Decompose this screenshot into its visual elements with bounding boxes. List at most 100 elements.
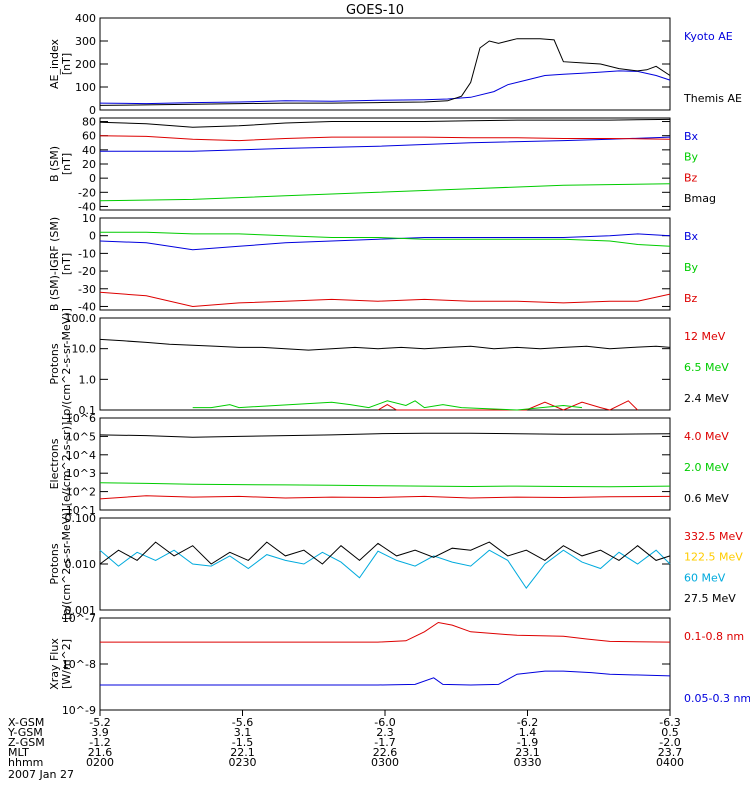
y-tick-label: 0.010: [65, 558, 97, 571]
y-axis-label-line: [e/(cm^2-s-sr)]: [60, 422, 73, 507]
ephemeris-value: 3.1: [234, 726, 252, 739]
y-axis-label: Xray Flux[W/m^2]: [48, 638, 73, 690]
ephemeris-value: -1.2: [89, 736, 110, 749]
y-tick-label: 200: [75, 58, 96, 71]
y-axis-label-line: Xray Flux: [48, 638, 61, 690]
panel-frame: [99, 617, 671, 711]
series-line-7-2: [100, 670, 671, 686]
legend-label: 0.05-0.3 nm: [684, 692, 750, 705]
y-tick-label: -30: [78, 283, 96, 296]
legend-label: 4.0 MeV: [684, 430, 729, 443]
ephemeris-footer: 2007 Jan 27 X-GSMY-GSMZ-GSMMLThhmm-5.23.…: [7, 710, 684, 781]
legend-label: 12 MeV: [684, 330, 726, 343]
y-tick-label: 0: [89, 172, 96, 185]
panel-6: 0.0010.0100.100Protons[p/(cm^2-s-sr-MeV)…: [48, 508, 743, 620]
ephemeris-row-label: X-GSM: [8, 716, 44, 729]
legend-label: By: [684, 261, 699, 274]
y-tick-label: 300: [75, 35, 96, 48]
series-line-1-1: [99, 70, 671, 105]
panel-frame: [99, 217, 671, 311]
y-axis-label-line: [p/(cm^2-s-sr-MeV)]: [60, 308, 73, 420]
y-tick-label: -40: [78, 200, 96, 213]
y-tick-label: -20: [78, 186, 96, 199]
legend-label: Bz: [684, 292, 698, 305]
y-tick-label: 10^6: [66, 412, 96, 425]
ephemeris-value: 23.7: [658, 746, 683, 759]
series-line-6-3: [99, 549, 671, 589]
ephemeris-value: 23.1: [515, 746, 540, 759]
legend-label: Bx: [684, 130, 699, 143]
series-line-4-2: [192, 400, 583, 411]
ephemeris-value: -6.0: [374, 716, 395, 729]
series-line-4-3: [99, 338, 671, 351]
y-tick-label: 60: [82, 130, 96, 143]
series-line-7-1: [100, 621, 671, 643]
y-axis-label-line: Protons: [48, 543, 61, 584]
y-axis-label: Protons[p/(cm^2-s-sr-MeV)]: [48, 308, 73, 420]
ephemeris-row-label: Y-GSM: [7, 726, 43, 739]
y-axis-label-line: AE_index: [48, 38, 61, 89]
legend-label: 27.5 MeV: [684, 592, 736, 605]
series-line-2-2: [99, 183, 671, 202]
panel-4: 0.11.010.0100.0Protons[p/(cm^2-s-sr-MeV)…: [48, 308, 729, 420]
series-line-5-2: [99, 482, 671, 488]
y-tick-label: 10^4: [66, 449, 96, 462]
y-tick-label: -20: [78, 265, 96, 278]
panel-frame: [99, 417, 671, 511]
legend-label: Bz: [684, 171, 698, 184]
y-tick-label: 10^1: [66, 504, 96, 517]
ephemeris-value: -5.6: [232, 716, 253, 729]
y-axis-label-line: [W/m^2]: [60, 639, 73, 689]
y-axis-label-line: Protons: [48, 343, 61, 384]
ephemeris-row-label: hhmm: [8, 756, 43, 769]
series-line-3-2: [100, 231, 671, 247]
panel-3: -40 -30 -20 -10 0 10 B (SM)-IGRF (SM)[nT] Bx By B…: [48, 212, 699, 313]
series-line-5-3: [99, 432, 671, 438]
y-tick-label: 10^3: [66, 467, 96, 480]
ephemeris-value: -1.9: [517, 736, 538, 749]
series-line-2-3: [99, 135, 671, 142]
y-axis-label: Electrons[e/(cm^2-s-sr)]: [48, 422, 73, 507]
legend-label: 2.0 MeV: [684, 461, 729, 474]
ephemeris-value: 0230: [229, 756, 257, 769]
legend-label: Bx: [684, 230, 699, 243]
ephemeris-value: 0.5: [661, 726, 679, 739]
ephemeris-value: -5.2: [89, 716, 110, 729]
legend-label: 60 MeV: [684, 571, 726, 584]
series-line-2-4: [99, 118, 671, 128]
y-axis-label-line: [nT]: [60, 253, 73, 275]
y-tick-label: 40: [82, 144, 96, 157]
y-tick-label: 0.001: [65, 604, 97, 617]
ephemeris-value: 21.6: [88, 746, 113, 759]
y-axis-label-line: [nT]: [60, 53, 73, 75]
panel-frame: [99, 17, 671, 111]
y-tick-label: 0.100: [65, 512, 97, 525]
y-axis-label: B (SM)-IGRF (SM)[nT]: [48, 217, 73, 311]
ephemeris-value: 0300: [371, 756, 399, 769]
series-line-3-3: [99, 291, 671, 308]
ephemeris-value: 0200: [86, 756, 114, 769]
y-axis-label-line: Electrons: [48, 438, 61, 489]
ephemeris-value: 0330: [514, 756, 542, 769]
y-tick-label: 80: [82, 116, 96, 129]
y-axis-label-line: [nT]: [60, 153, 73, 175]
y-tick-label: 10^-9: [62, 704, 96, 717]
ephemeris-value: 2.3: [376, 726, 394, 739]
y-tick-label: -40: [78, 300, 96, 313]
y-axis-label: AE_index[nT]: [48, 38, 73, 89]
ephemeris-value: -1.5: [232, 736, 253, 749]
y-tick-label: 10^-7: [62, 612, 96, 625]
y-tick-label: 1.0: [79, 373, 97, 386]
series-line-4-1: [377, 400, 638, 411]
legend-label: 0.1-0.8 nm: [684, 630, 744, 643]
y-tick-label: 10^5: [66, 430, 96, 443]
series-line-2-1: [100, 136, 671, 152]
date-label: 2007 Jan 27: [8, 768, 74, 781]
ephemeris-value: -6.3: [659, 716, 680, 729]
y-tick-label: 10^-8: [62, 658, 96, 671]
